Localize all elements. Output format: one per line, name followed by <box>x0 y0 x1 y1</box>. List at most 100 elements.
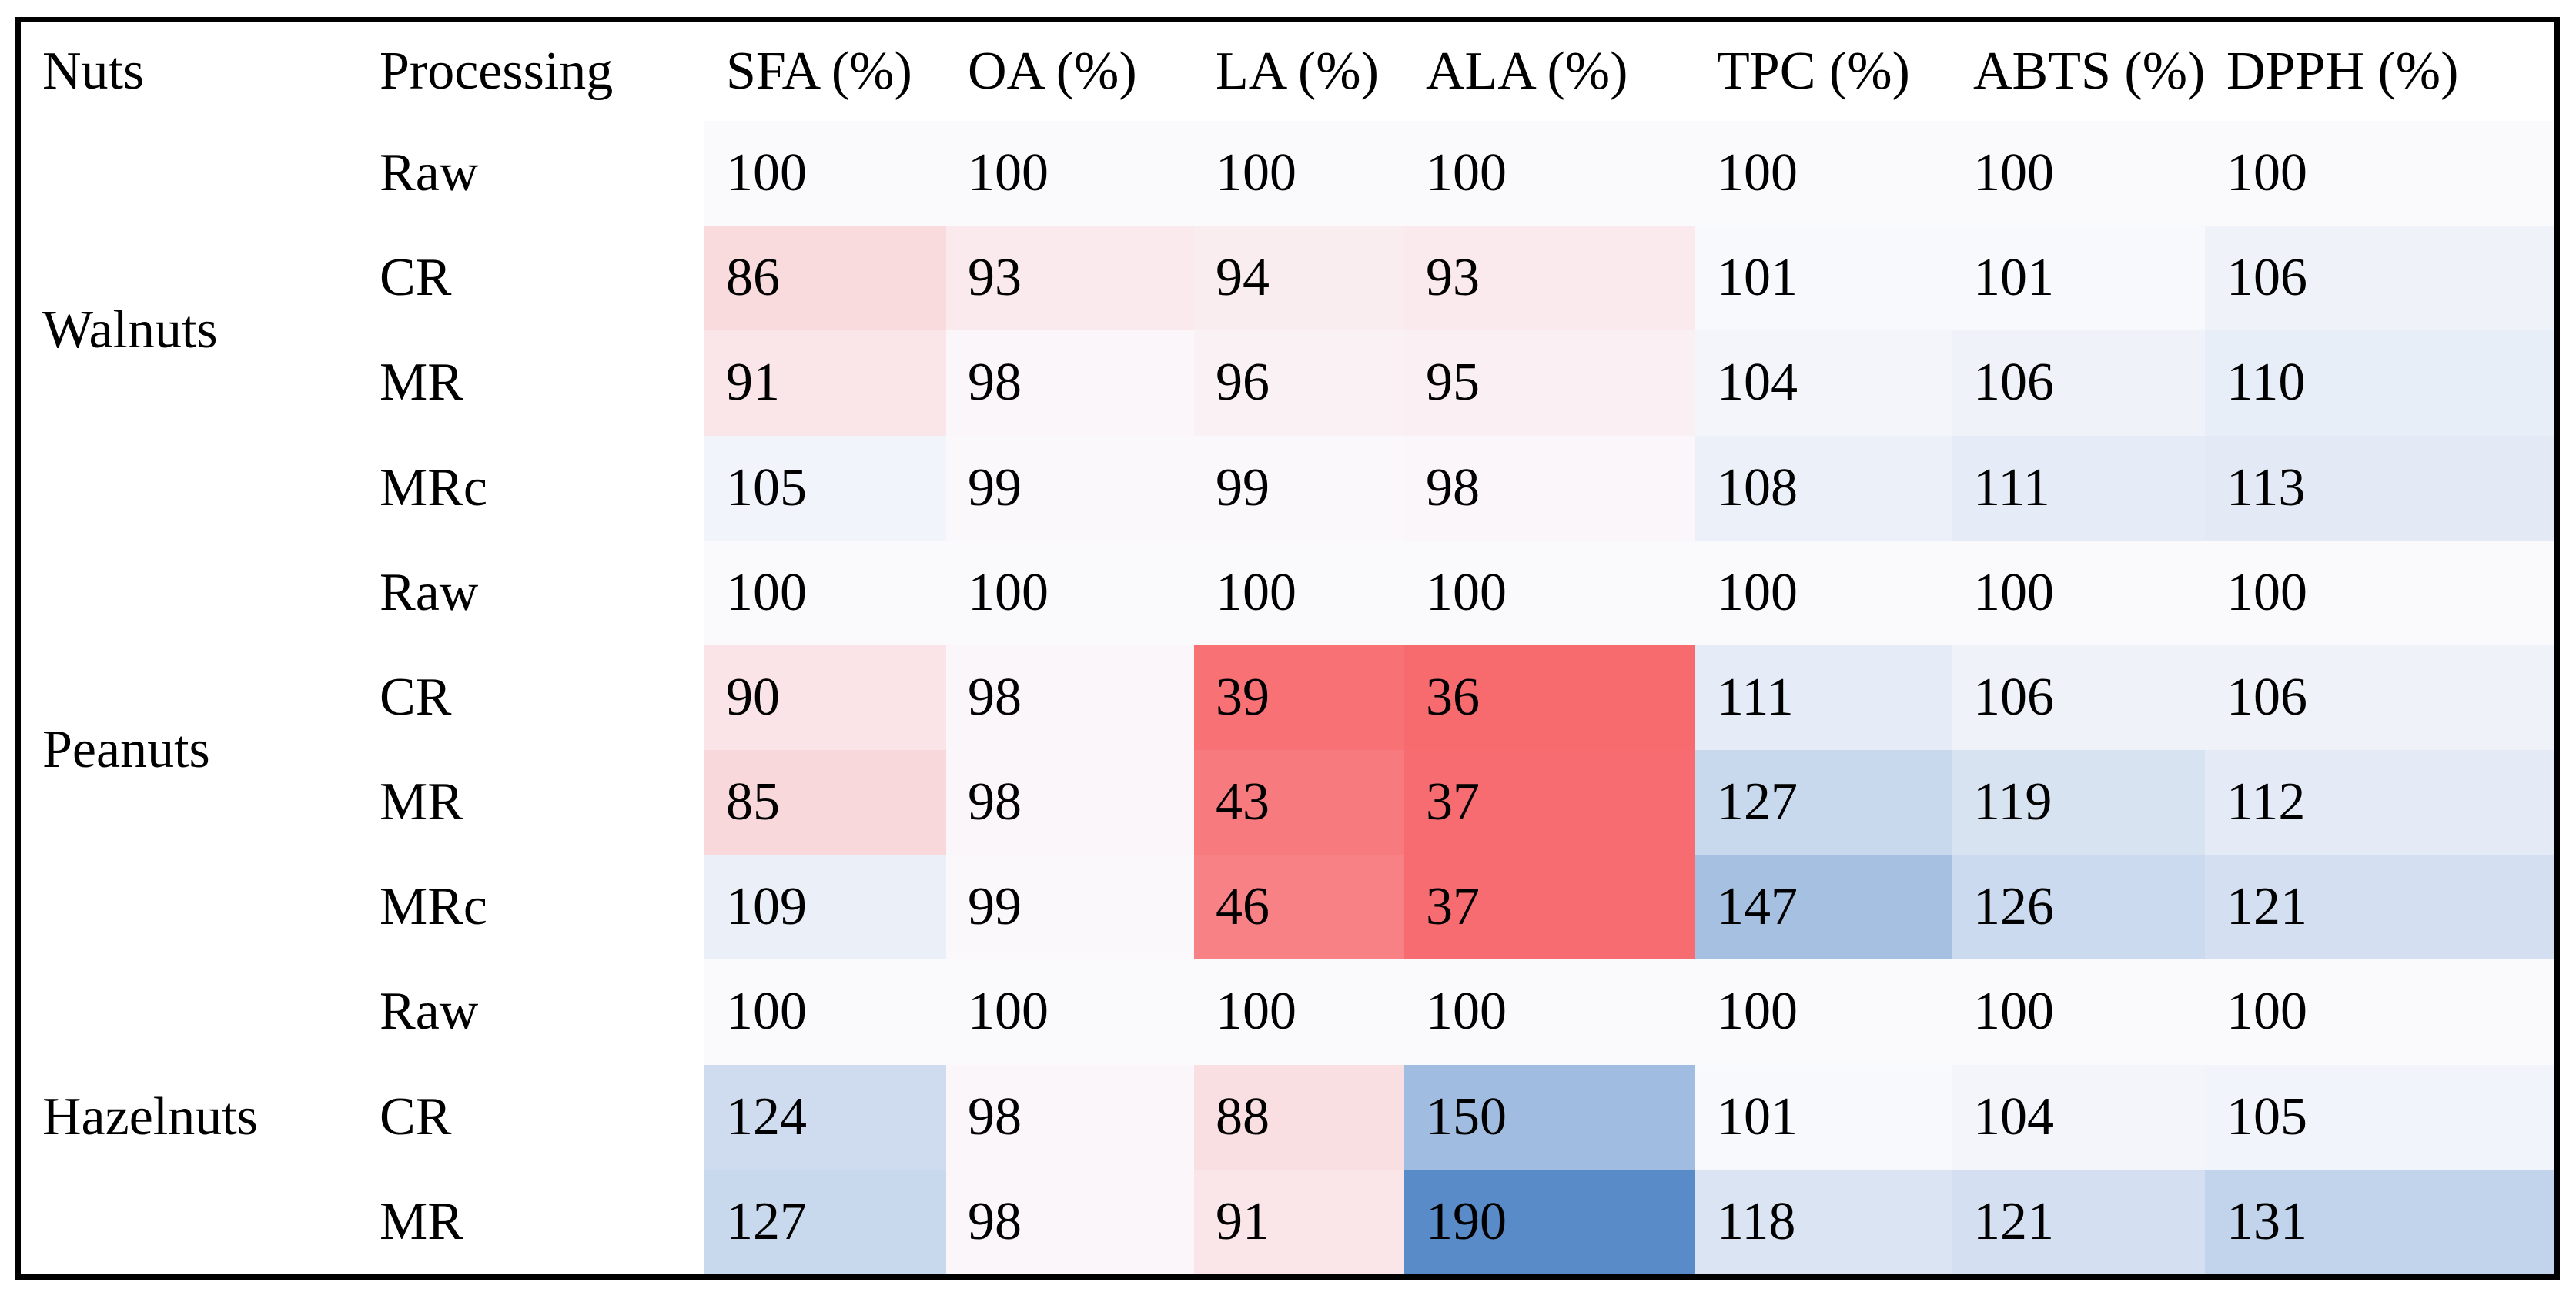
value-cell: 190 <box>1404 1169 1695 1274</box>
value-cell: 104 <box>1695 330 1952 436</box>
column-header-la: LA (%) <box>1216 42 1379 101</box>
value-cell: 100 <box>1404 959 1695 1065</box>
processing-cell: MR <box>358 330 704 436</box>
value-cell: 108 <box>1695 435 1952 541</box>
value-cell: 100 <box>1695 959 1952 1065</box>
value-cell: 105 <box>704 435 946 541</box>
processing-cell: CR <box>358 226 704 331</box>
value-cell: 100 <box>1194 959 1404 1065</box>
table-header: Nuts Processing SFA (%) OA (%) LA (%) ALA (%)… <box>21 22 2554 121</box>
processing-cell: Raw <box>358 959 704 1065</box>
value-cell: 113 <box>2205 435 2554 541</box>
processing-cell: Raw <box>358 121 704 226</box>
value-cell: 106 <box>1952 330 2205 436</box>
value-cell: 111 <box>1952 435 2205 541</box>
value-cell: 39 <box>1194 644 1404 751</box>
table-row: Peanuts Raw 100 100 100 100 100 100 100 <box>21 540 2554 960</box>
value-cell: 121 <box>1952 1169 2205 1274</box>
value-cell: 127 <box>704 1169 946 1274</box>
value-cell: 37 <box>1404 750 1695 855</box>
value-cell: 106 <box>2205 226 2554 331</box>
value-cell: 111 <box>1695 644 1952 751</box>
value-cell: 98 <box>946 330 1194 436</box>
value-cell: 105 <box>2205 1064 2554 1170</box>
value-cell: 124 <box>704 1064 946 1170</box>
value-cell: 119 <box>1952 750 2205 855</box>
value-cell: 100 <box>2205 121 2554 226</box>
value-cell: 100 <box>704 121 946 226</box>
nuts-processing-heatmap-table: Nuts Processing SFA (%) OA (%) LA (%) ALA (%)… <box>21 22 2554 1274</box>
value-cell: 46 <box>1194 855 1404 960</box>
column-header-abts: ABTS (%) <box>1973 42 2206 101</box>
value-cell: 100 <box>1194 540 1404 645</box>
processing-cell: Raw <box>358 540 704 645</box>
value-cell: 131 <box>2205 1169 2554 1274</box>
value-cell: 127 <box>1695 750 1952 855</box>
value-cell: 98 <box>1404 435 1695 541</box>
value-cell: 96 <box>1194 330 1404 436</box>
column-header-tpc: TPC (%) <box>1717 42 1910 101</box>
column-header-dpph: DPPH (%) <box>2226 42 2459 101</box>
value-cell: 98 <box>946 1064 1194 1170</box>
table-body: Walnuts Raw 100 100 100 100 100 100 100 CR 86 93 94 9… <box>21 121 2554 1274</box>
table-row: CR 124 98 88 150 101 104 105 <box>21 1064 2554 1170</box>
nut-group-label: Hazelnuts <box>21 959 358 1274</box>
value-cell: 100 <box>1695 540 1952 645</box>
column-header-processing: Processing <box>380 42 614 101</box>
table-row: MR 91 98 96 95 104 106 110 <box>21 330 2554 436</box>
value-cell: 110 <box>2205 330 2554 436</box>
value-cell: 98 <box>946 750 1194 855</box>
value-cell: 85 <box>704 750 946 855</box>
value-cell: 100 <box>946 540 1194 645</box>
value-cell: 147 <box>1695 855 1952 960</box>
value-cell: 91 <box>704 330 946 436</box>
value-cell: 112 <box>2205 750 2554 855</box>
value-cell: 100 <box>1404 121 1695 226</box>
processing-cell: MRc <box>358 435 704 541</box>
value-cell: 150 <box>1404 1064 1695 1170</box>
value-cell: 100 <box>1952 959 2205 1065</box>
table-row: Walnuts Raw 100 100 100 100 100 100 100 <box>21 121 2554 541</box>
value-cell: 126 <box>1952 855 2205 960</box>
processing-cell: MRc <box>358 855 704 960</box>
value-cell: 104 <box>1952 1064 2205 1170</box>
value-cell: 94 <box>1194 226 1404 331</box>
value-cell: 100 <box>2205 540 2554 645</box>
heatmap-table-frame: Nuts Processing SFA (%) OA (%) LA (%) ALA (%)… <box>15 17 2560 1280</box>
value-cell: 93 <box>1404 226 1695 331</box>
column-header-oa: OA (%) <box>968 42 1137 101</box>
value-cell: 86 <box>704 226 946 331</box>
processing-cell: MR <box>358 750 704 855</box>
nut-group-label: Walnuts <box>21 121 358 541</box>
table-row: MRc 109 99 46 37 147 126 121 <box>21 855 2554 960</box>
value-cell: 99 <box>946 435 1194 541</box>
header-row: Nuts Processing SFA (%) OA (%) LA (%) ALA (%)… <box>21 22 2554 121</box>
value-cell: 37 <box>1404 855 1695 960</box>
value-cell: 100 <box>1404 540 1695 645</box>
table-row: CR 90 98 39 36 111 106 106 <box>21 644 2554 751</box>
column-header-nuts: Nuts <box>42 42 145 101</box>
column-header-sfa: SFA (%) <box>726 42 912 101</box>
processing-cell: CR <box>358 1064 704 1170</box>
processing-cell: MR <box>358 1169 704 1274</box>
value-cell: 100 <box>1952 540 2205 645</box>
value-cell: 101 <box>1695 1064 1952 1170</box>
value-cell: 36 <box>1404 644 1695 751</box>
value-cell: 100 <box>2205 959 2554 1065</box>
value-cell: 100 <box>1695 121 1952 226</box>
value-cell: 99 <box>946 855 1194 960</box>
value-cell: 100 <box>946 121 1194 226</box>
value-cell: 93 <box>946 226 1194 331</box>
value-cell: 99 <box>1194 435 1404 541</box>
value-cell: 101 <box>1695 226 1952 331</box>
value-cell: 43 <box>1194 750 1404 855</box>
value-cell: 91 <box>1194 1169 1404 1274</box>
value-cell: 121 <box>2205 855 2554 960</box>
table-row: CR 86 93 94 93 101 101 106 <box>21 226 2554 331</box>
value-cell: 95 <box>1404 330 1695 436</box>
value-cell: 90 <box>704 644 946 751</box>
value-cell: 100 <box>1952 121 2205 226</box>
table-row: Hazelnuts Raw 100 100 100 100 100 100 100 <box>21 959 2554 1274</box>
table-row: MRc 105 99 99 98 108 111 113 <box>21 435 2554 541</box>
value-cell: 106 <box>1952 644 2205 751</box>
